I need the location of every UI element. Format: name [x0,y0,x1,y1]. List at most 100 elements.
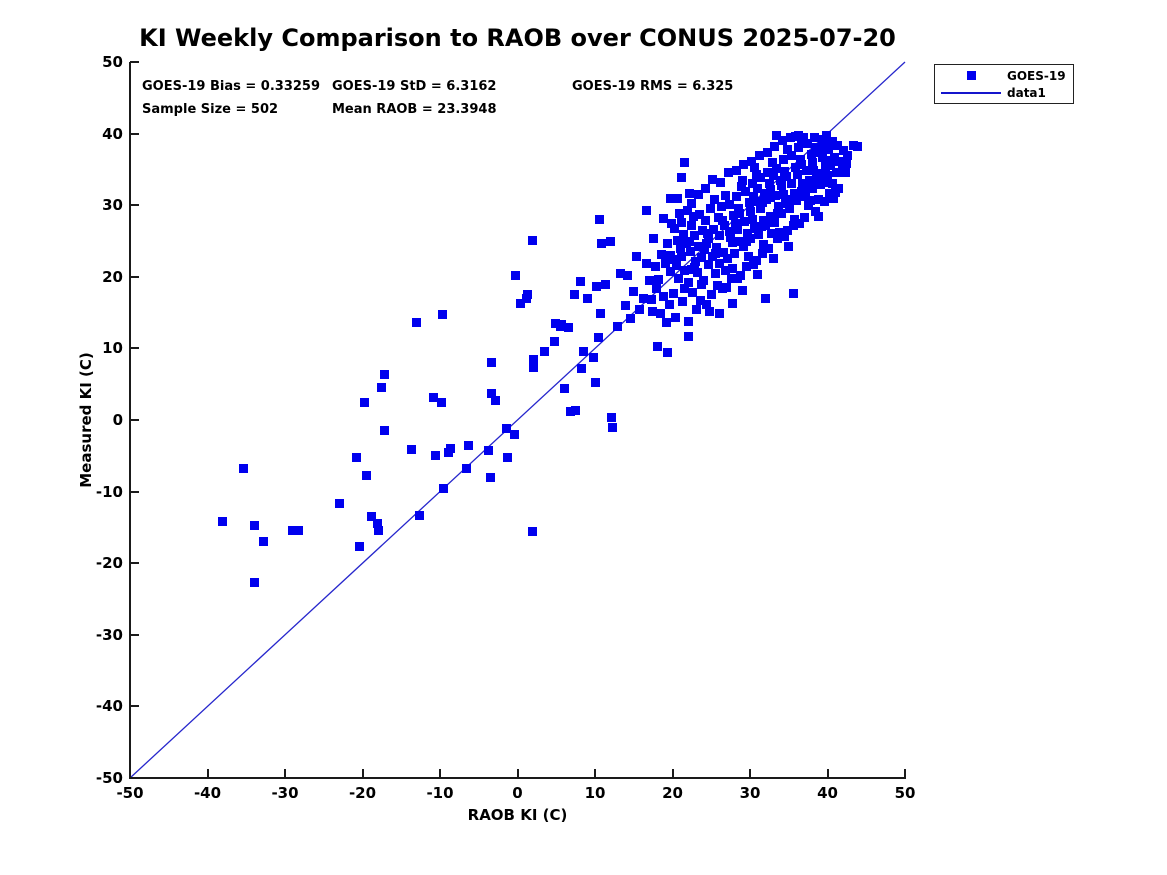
scatter-point [670,255,680,265]
x-tick [284,769,286,778]
scatter-point [623,270,633,280]
scatter-point [728,298,738,308]
x-tick-label: -10 [426,784,454,802]
scatter-point [606,236,615,246]
scatter-point [606,412,616,422]
scatter-point [376,383,386,393]
scatter-point [647,295,657,305]
scatter-point [736,182,746,192]
x-tick [749,769,751,778]
scatter-point [809,166,819,176]
scatter-point [749,192,759,202]
scatter-point [750,197,760,207]
scatter-point [762,147,772,157]
scatter-point [715,231,725,241]
scatter-point [788,221,798,231]
scatter-point [822,130,832,140]
scatter-point [782,226,792,236]
scatter-point [765,192,775,202]
scatter-point [461,464,471,474]
scatter-point [811,143,821,153]
scatter-point [744,197,754,207]
scatter-point [616,268,626,278]
scatter-point [743,228,753,238]
x-tick-label: -40 [193,784,222,802]
stat-mean-raob: Mean RAOB = 23.3948 [332,102,497,117]
legend-label-goes19: GOES-19 [1007,68,1066,83]
scatter-point [829,152,839,162]
scatter-point [756,173,766,183]
scatter-point [294,526,304,536]
scatter-point [695,210,705,219]
scatter-point [806,149,816,159]
scatter-point [595,308,605,318]
plot-area [129,61,906,779]
scatter-point [699,275,708,285]
scatter-point [662,348,672,358]
scatter-point [509,429,519,439]
legend: GOES-19 data1 [934,64,1074,104]
scatter-point [747,179,757,189]
scatter-point [642,258,652,268]
scatter-point [527,235,537,245]
scatter-point [822,137,832,147]
scatter-point [809,133,819,143]
y-tick [130,132,139,135]
legend-symbol-area [935,91,1007,94]
scatter-point [775,175,785,185]
scatter-point [726,232,736,242]
scatter-point [739,159,749,169]
scatter-point [828,179,838,189]
scatter-point [620,300,630,310]
y-tick-label: 10 [102,339,123,358]
scatter-point [823,171,832,181]
scatter-point [779,232,789,242]
scatter-point [685,247,695,257]
scatter-point [771,131,781,141]
scatter-point [819,197,829,207]
scatter-point [487,357,497,367]
x-tick [826,769,829,778]
scatter-point [774,202,784,212]
y-tick-label: 20 [102,267,123,286]
scatter-point [796,187,806,197]
scatter-point [802,139,812,149]
scatter-point [700,183,710,193]
scatter-point [445,444,455,454]
scatter-point [727,237,737,247]
scatter-point [651,284,661,294]
y-tick-label: 40 [102,124,123,143]
x-axis-label: RAOB KI (C) [467,806,568,824]
scatter-point [753,270,763,280]
scatter-point [825,189,835,199]
scatter-point [706,290,716,300]
scatter-point [753,183,763,193]
scatter-point [679,158,689,168]
scatter-point [678,297,688,307]
y-tick [130,204,139,207]
scatter-point [595,215,605,225]
scatter-point [354,541,364,551]
scatter-point [733,204,743,214]
x-tick-label: 10 [584,784,606,802]
scatter-point [659,291,669,301]
scatter-point [705,203,715,213]
y-tick-label: 50 [102,53,123,71]
x-tick-label: -30 [271,784,299,802]
scatter-point [750,163,760,173]
scatter-point [664,299,674,309]
scatter-point [719,247,729,257]
scatter-point [768,170,778,180]
y-tick-label: 0 [112,411,123,429]
scatter-point [502,424,512,434]
scatter-point [746,207,756,217]
scatter-point [796,134,806,144]
scatter-point [821,156,831,166]
scatter-point [829,194,839,204]
legend-row-data1: data1 [935,85,1073,100]
scatter-point [334,499,344,509]
x-tick [516,769,519,778]
scatter-point [710,248,720,258]
scatter-point [675,244,685,254]
y-axis-label: Measured KI (C) [77,352,95,488]
